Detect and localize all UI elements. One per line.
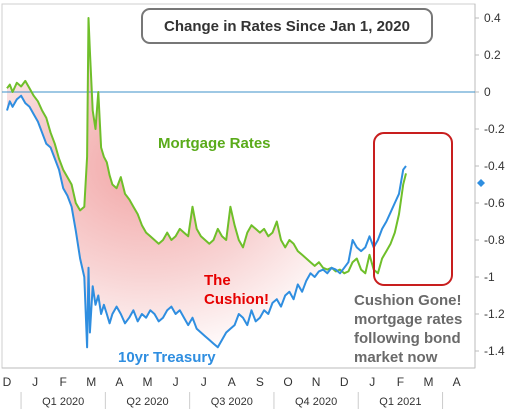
y-tick-label: -1 [484,270,495,284]
gone-annotation-line-3: following bond [354,330,461,347]
x-tick-label: F [397,375,404,389]
y-tick-label: -0.8 [484,233,505,247]
x-tick-label: J [173,375,179,389]
cushion-annotation-line-2: Cushion! [204,291,269,308]
x-tick-label: D [3,375,12,389]
y-tick-label: 0 [484,85,491,99]
x-tick-label: A [115,375,123,389]
x-tick-label: J [369,375,375,389]
title-box [141,8,433,44]
x-tick-label: M [86,375,96,389]
quarter-label: Q4 2020 [295,396,337,408]
quarter-label: Q1 2021 [379,396,421,408]
x-tick-label: N [312,375,321,389]
cushion-fill [7,18,406,348]
series-lines [6,17,407,349]
y-tick-label: 0.2 [484,48,501,62]
quarter-label: Q1 2020 [42,396,84,408]
y-tick-label: -1.4 [484,344,505,358]
x-tick-label: F [60,375,67,389]
quarter-label: Q2 2020 [126,396,168,408]
x-tick-label: J [201,375,207,389]
x-tick-label: O [283,375,292,389]
mortgage-annotation: Mortgage Rates [158,135,271,152]
highlight-box [373,132,453,286]
treasury-line [6,94,407,349]
chart-title: Change in Rates Since Jan 1, 2020 [164,18,410,35]
cushion-area [7,18,406,348]
y-tick-label: -0.4 [484,159,505,173]
gone-annotation-line-1: Cushion Gone! [354,292,462,309]
y-tick-label: 0.4 [484,11,501,25]
y-tick-label: -0.6 [484,196,505,210]
quarter-label: Q3 2020 [211,396,253,408]
y-tick-label: -1.2 [484,307,505,321]
quarter-labels: Q1 2020 Q2 2020 Q3 2020 Q4 2020 Q1 2021 [20,392,444,409]
treasury-annotation: 10yr Treasury [118,349,216,366]
x-tick-label: S [256,375,264,389]
x-tick-label: A [228,375,236,389]
treasury-end-marker [477,179,485,187]
y-tick-labels: 0.4 0.2 0 -0.2 -0.4 -0.6 -0.8 -1 -1.2 -1.4 [475,11,505,358]
y-tick-label: -0.2 [484,122,505,136]
cushion-annotation-line-1: The [204,272,231,289]
x-tick-label: M [424,375,434,389]
gone-annotation-line-2: mortgage rates [354,311,462,328]
x-tick-label: J [32,375,38,389]
gone-annotation-line-4: market now [354,349,438,366]
x-tick-label: M [143,375,153,389]
x-tick-label: A [453,375,461,389]
x-tick-label: D [340,375,349,389]
